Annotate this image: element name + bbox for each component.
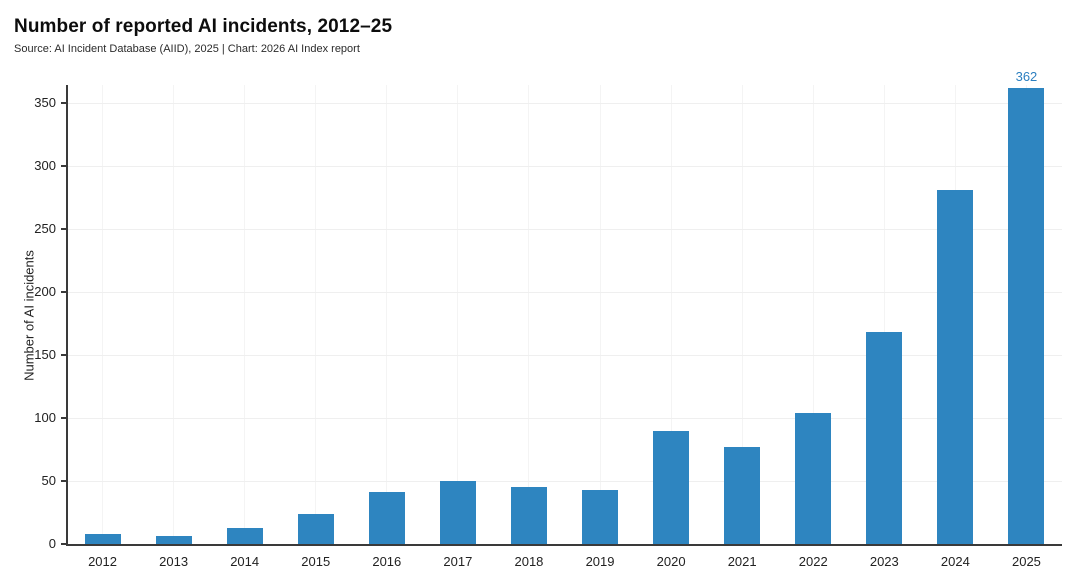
vertical-gridline <box>741 85 743 544</box>
vertical-gridline <box>315 85 317 544</box>
horizontal-gridline <box>67 228 1062 230</box>
x-tick-label-2014: 2014 <box>230 554 260 569</box>
y-tick-label: 50 <box>41 473 56 488</box>
x-tick-label-2023: 2023 <box>869 554 899 569</box>
x-tick-label-2013: 2013 <box>159 554 189 569</box>
x-tick-label-2016: 2016 <box>372 554 402 569</box>
bar-2024 <box>937 189 974 544</box>
chart-title: Number of reported AI incidents, 2012–25 <box>14 16 393 37</box>
y-tick-mark <box>61 354 66 356</box>
bar-2019 <box>582 489 619 544</box>
x-tick-label-2012: 2012 <box>88 554 117 569</box>
bar-2012 <box>84 533 121 544</box>
x-tick-label-2017: 2017 <box>443 554 473 569</box>
y-tick-mark <box>61 480 66 482</box>
bar-value-label: 362 <box>1015 68 1038 84</box>
y-tick-mark <box>61 417 66 419</box>
x-tick-label-2024: 2024 <box>940 554 970 569</box>
y-tick-label: 250 <box>34 221 56 236</box>
horizontal-gridline <box>67 417 1062 419</box>
horizontal-gridline <box>67 165 1062 167</box>
bar-2016 <box>368 492 405 544</box>
y-tick-mark <box>61 228 66 230</box>
bar-2017 <box>439 481 476 544</box>
vertical-gridline <box>386 85 388 544</box>
x-tick-label-2020: 2020 <box>656 554 686 569</box>
vertical-gridline <box>173 85 175 544</box>
y-axis-line <box>66 85 68 546</box>
x-tick-label-2019: 2019 <box>585 554 615 569</box>
vertical-gridline <box>670 85 672 544</box>
vertical-gridline <box>812 85 814 544</box>
horizontal-gridline <box>67 102 1062 104</box>
bar-2020 <box>653 430 690 544</box>
y-tick-mark <box>61 291 66 293</box>
bar-2015 <box>297 513 334 544</box>
x-tick-label-2021: 2021 <box>727 554 757 569</box>
y-tick-label: 0 <box>48 536 56 551</box>
x-tick-label-2022: 2022 <box>798 554 828 569</box>
x-tick-label-2015: 2015 <box>301 554 331 569</box>
bar-2025 <box>1008 87 1045 544</box>
horizontal-gridline <box>67 291 1062 293</box>
bar-2022 <box>795 412 832 544</box>
y-tick-mark <box>61 102 66 104</box>
bar-2014 <box>226 527 263 544</box>
chart-source-caption: Source: AI Incident Database (AIID), 202… <box>14 43 360 55</box>
x-tick-label-2018: 2018 <box>514 554 544 569</box>
bar-2018 <box>510 487 547 544</box>
y-tick-label: 150 <box>34 347 56 362</box>
x-tick-label-2025: 2025 <box>1011 554 1041 569</box>
bar-2023 <box>866 332 903 544</box>
vertical-gridline <box>102 85 104 544</box>
vertical-gridline <box>883 85 885 544</box>
bar-2021 <box>724 446 761 544</box>
y-tick-label: 200 <box>34 284 56 299</box>
bar-2013 <box>155 536 192 544</box>
y-tick-label: 350 <box>34 95 56 110</box>
x-axis-line <box>66 544 1062 546</box>
vertical-gridline <box>528 85 530 544</box>
horizontal-gridline <box>67 480 1062 482</box>
y-tick-mark <box>61 543 66 545</box>
vertical-gridline <box>244 85 246 544</box>
y-tick-label: 100 <box>34 410 56 425</box>
y-tick-label: 300 <box>34 158 56 173</box>
horizontal-gridline <box>67 354 1062 356</box>
y-tick-mark <box>61 165 66 167</box>
vertical-gridline <box>599 85 601 544</box>
vertical-gridline <box>457 85 459 544</box>
